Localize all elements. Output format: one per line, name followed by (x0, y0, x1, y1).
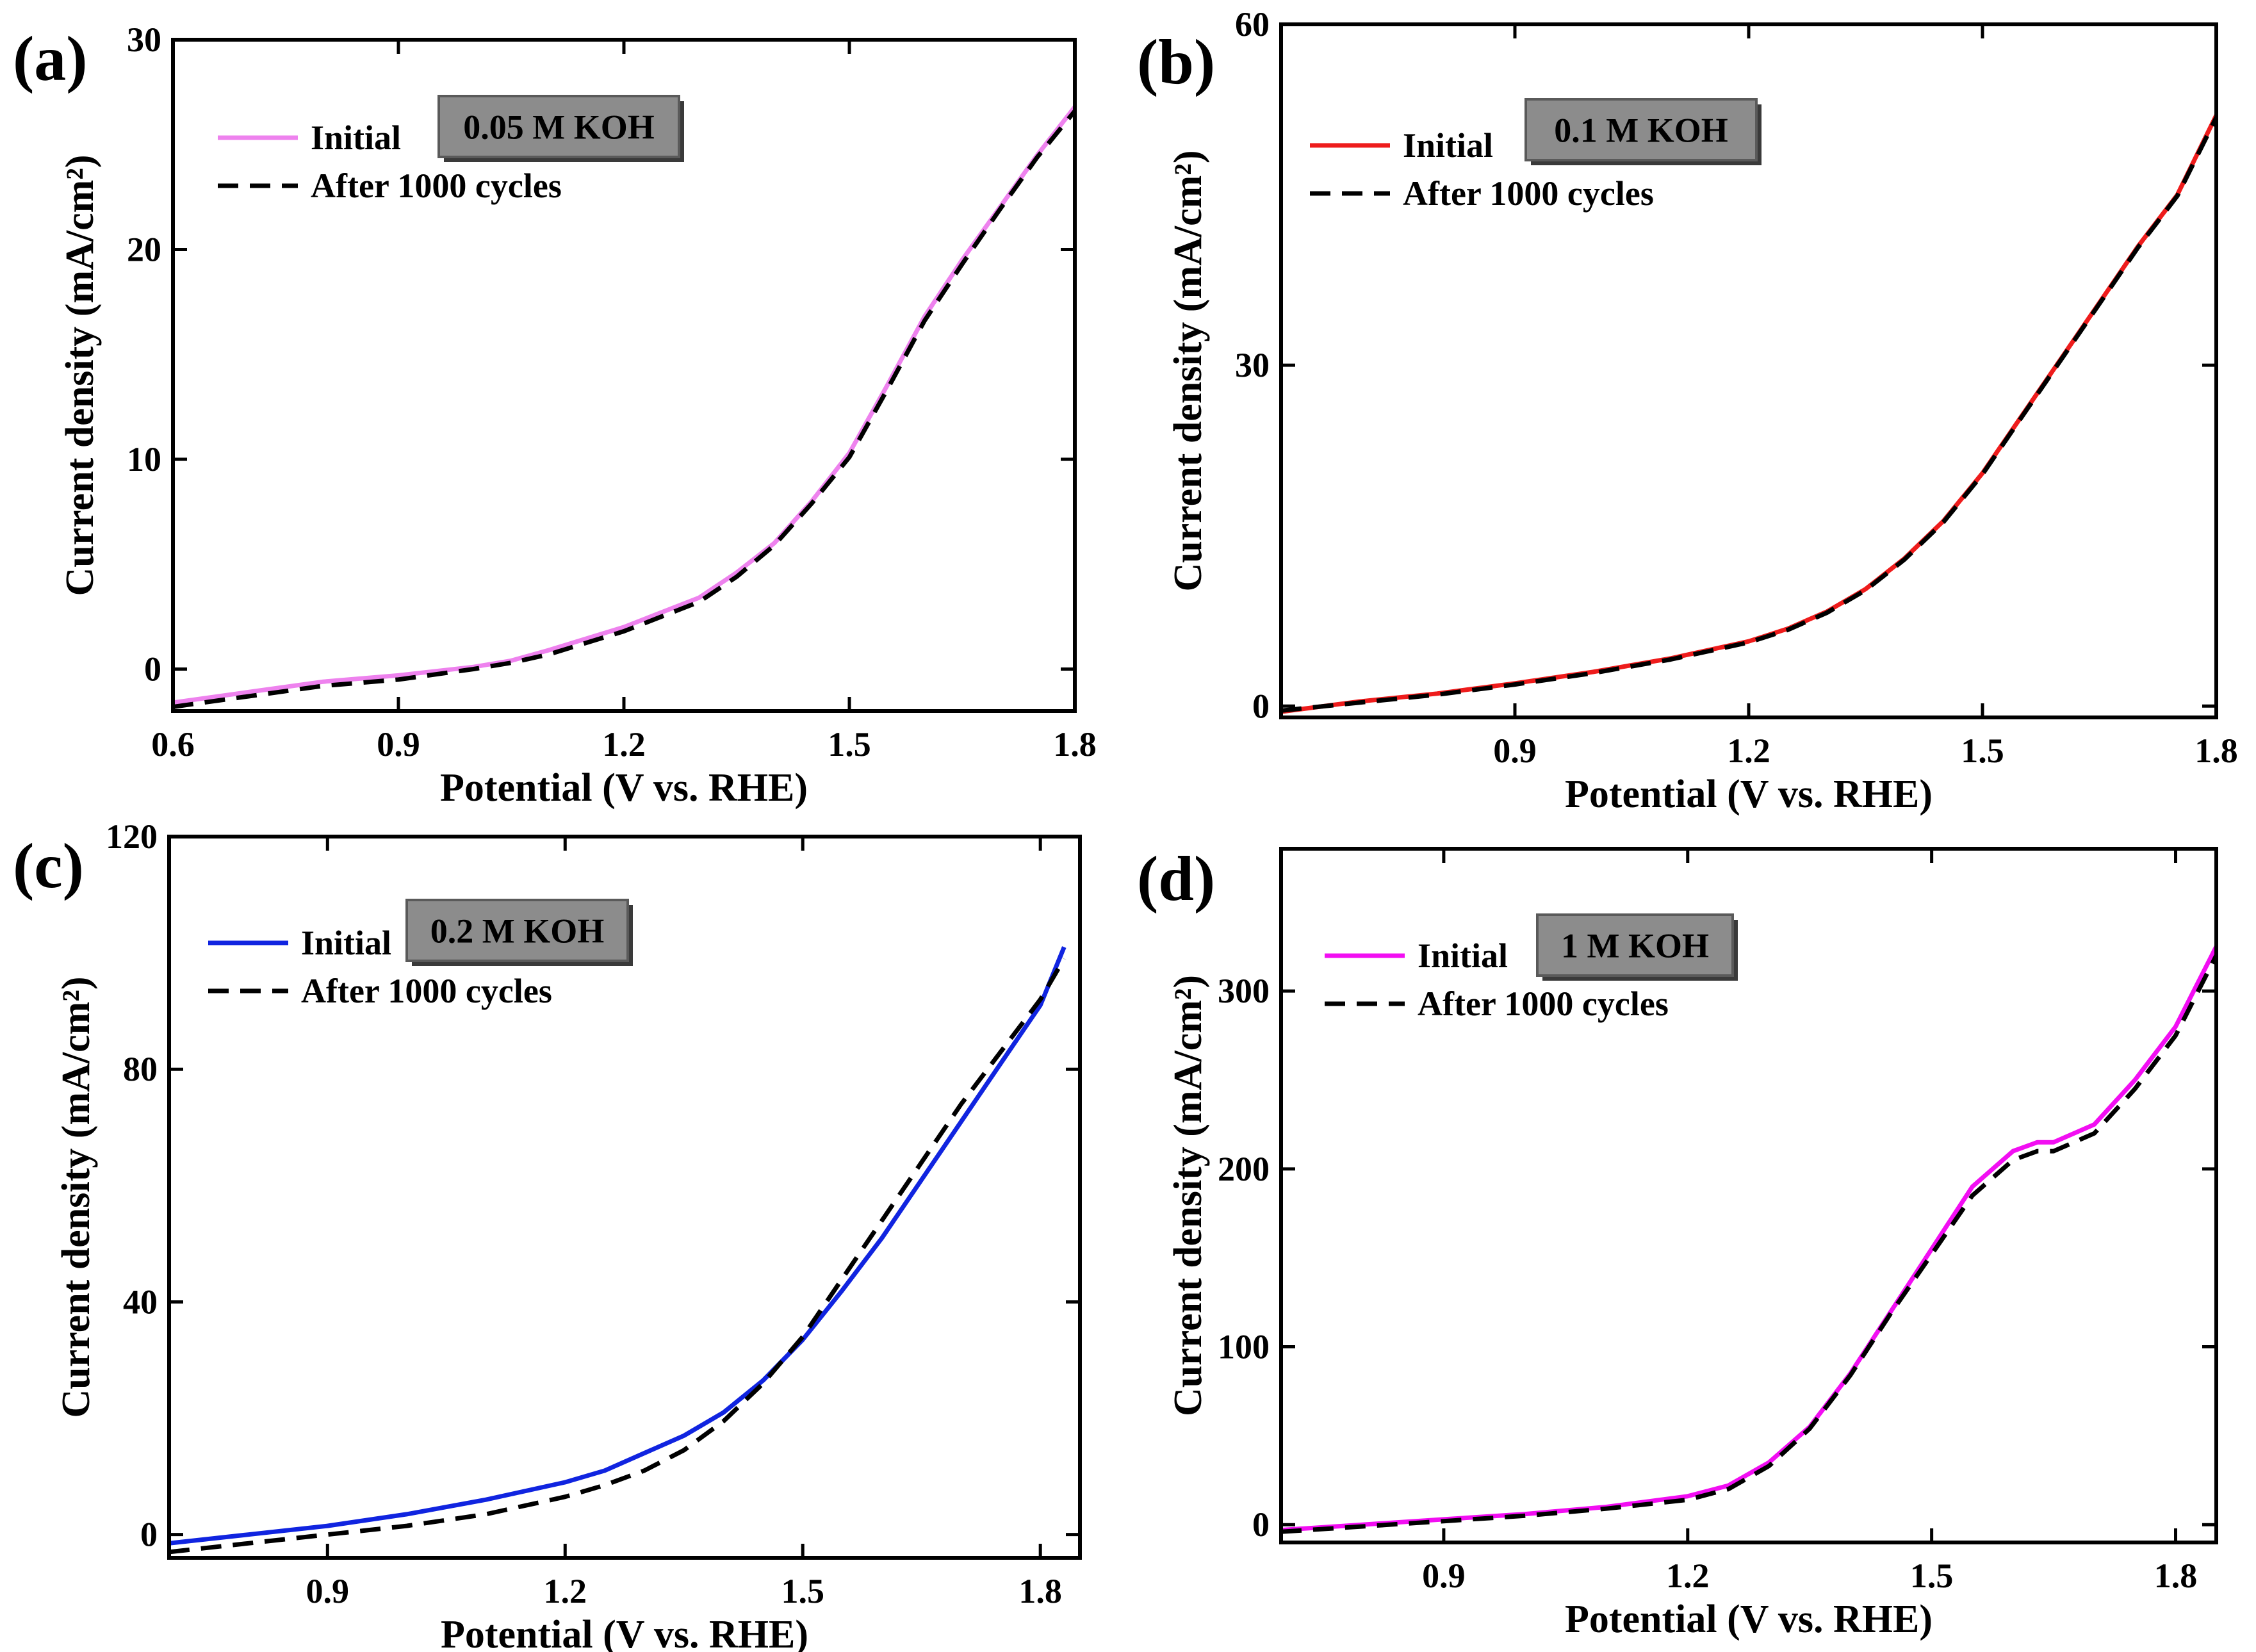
x-tick-label: 1.2 (1727, 732, 1770, 770)
chart-panel-c: (c) 0.9 1.2 1.5 1.8 0 40 80 120 Potential (V vs. … (13, 817, 1082, 1652)
panel-label: (a) (13, 23, 88, 94)
y-tick-label: 300 (1218, 972, 1270, 1010)
x-tick-label: 1.2 (1666, 1557, 1710, 1595)
y-tick-label: 30 (1235, 346, 1270, 384)
y-axis-label: Current density (mA/cm²) (1166, 151, 1210, 592)
plot-frame (167, 835, 1082, 1560)
series-line-initial (169, 946, 1067, 1546)
series-line-after-1000-cycles (173, 110, 1075, 709)
x-axis-label: Potential (V vs. RHE) (1565, 773, 1933, 816)
x-tick-label: 1.8 (2195, 732, 2238, 770)
x-tick-label: 1.5 (781, 1572, 824, 1610)
chart-panel-a: (a) 0.6 0.9 1.2 1.5 1.8 0 10 20 30 Potential (V vs… (13, 20, 1097, 810)
x-tick-label: 0.9 (1493, 732, 1537, 770)
legend-label: Initial (311, 119, 401, 157)
legend-label: Initial (301, 924, 391, 962)
y-tick-label: 10 (127, 440, 161, 478)
y-axis-label: Current density (mA/cm²) (54, 977, 98, 1418)
y-tick-label: 0 (1252, 687, 1270, 725)
y-axis-label: Current density (mA/cm²) (58, 155, 102, 596)
x-axis-label: Potential (V vs. RHE) (1565, 1598, 1933, 1641)
x-tick-label: 0.9 (377, 725, 420, 764)
y-tick-label: 40 (123, 1282, 158, 1321)
series-line-after-1000-cycles (1281, 116, 2216, 713)
x-tick-label: 0.9 (1422, 1557, 1466, 1595)
y-tick-label: 0 (144, 650, 161, 689)
concentration-label: 0.2 M KOH (430, 912, 604, 951)
panel-label: (c) (13, 830, 84, 901)
x-tick-label: 0.9 (306, 1572, 350, 1610)
series-line-after-1000-cycles (169, 957, 1067, 1555)
y-tick-label: 60 (1235, 5, 1270, 44)
legend-label: Initial (1403, 126, 1493, 165)
y-tick-label: 20 (127, 231, 161, 269)
y-tick-label: 30 (127, 20, 161, 59)
series-line-initial (1281, 945, 2216, 1533)
x-tick-label: 1.5 (1910, 1557, 1954, 1595)
concentration-badge (1536, 913, 1734, 977)
x-axis-label: Potential (V vs. RHE) (441, 1613, 808, 1652)
concentration-label: 1 M KOH (1561, 927, 1709, 965)
concentration-badge (437, 95, 680, 158)
concentration-label: 0.1 M KOH (1554, 111, 1728, 150)
y-tick-label: 0 (140, 1516, 158, 1554)
x-tick-label: 1.5 (828, 725, 871, 764)
legend-label: After 1000 cycles (311, 167, 562, 205)
x-tick-label: 1.2 (544, 1572, 587, 1610)
panel-label: (d) (1137, 843, 1215, 914)
x-tick-label: 1.8 (1018, 1572, 1062, 1610)
plot-frame (1279, 847, 2218, 1544)
y-tick-label: 120 (106, 817, 158, 856)
x-tick-label: 1.8 (1053, 725, 1097, 764)
x-axis-label: Potential (V vs. RHE) (440, 766, 808, 810)
x-tick-label: 1.2 (602, 725, 646, 764)
series-line-initial (173, 105, 1075, 705)
concentration-label: 0.05 M KOH (463, 108, 654, 147)
panel-label: (b) (1137, 26, 1215, 97)
legend-label: After 1000 cycles (301, 972, 552, 1010)
legend-label: After 1000 cycles (1418, 985, 1669, 1023)
y-axis-label: Current density (mA/cm²) (1166, 975, 1210, 1416)
y-tick-label: 200 (1218, 1150, 1270, 1188)
chart-panel-d: (d) 0.9 1.2 1.5 1.8 0 100 200 300 Potential (V vs… (1137, 843, 2218, 1641)
x-tick-label: 1.8 (2154, 1557, 2198, 1595)
x-tick-label: 1.5 (1961, 732, 2004, 770)
x-tick-label: 0.6 (151, 725, 195, 764)
y-tick-label: 0 (1252, 1505, 1270, 1544)
concentration-badge (1524, 98, 1758, 161)
chart-panel-b: (b) 0.9 1.2 1.5 1.8 0 30 60 Potential (V vs. RHE… (1137, 5, 2238, 816)
y-tick-label: 100 (1218, 1328, 1270, 1366)
legend-label: Initial (1418, 936, 1508, 975)
concentration-badge (405, 899, 629, 962)
series-line-after-1000-cycles (1281, 954, 2216, 1534)
y-tick-label: 80 (123, 1050, 158, 1088)
legend-label: After 1000 cycles (1403, 174, 1654, 213)
